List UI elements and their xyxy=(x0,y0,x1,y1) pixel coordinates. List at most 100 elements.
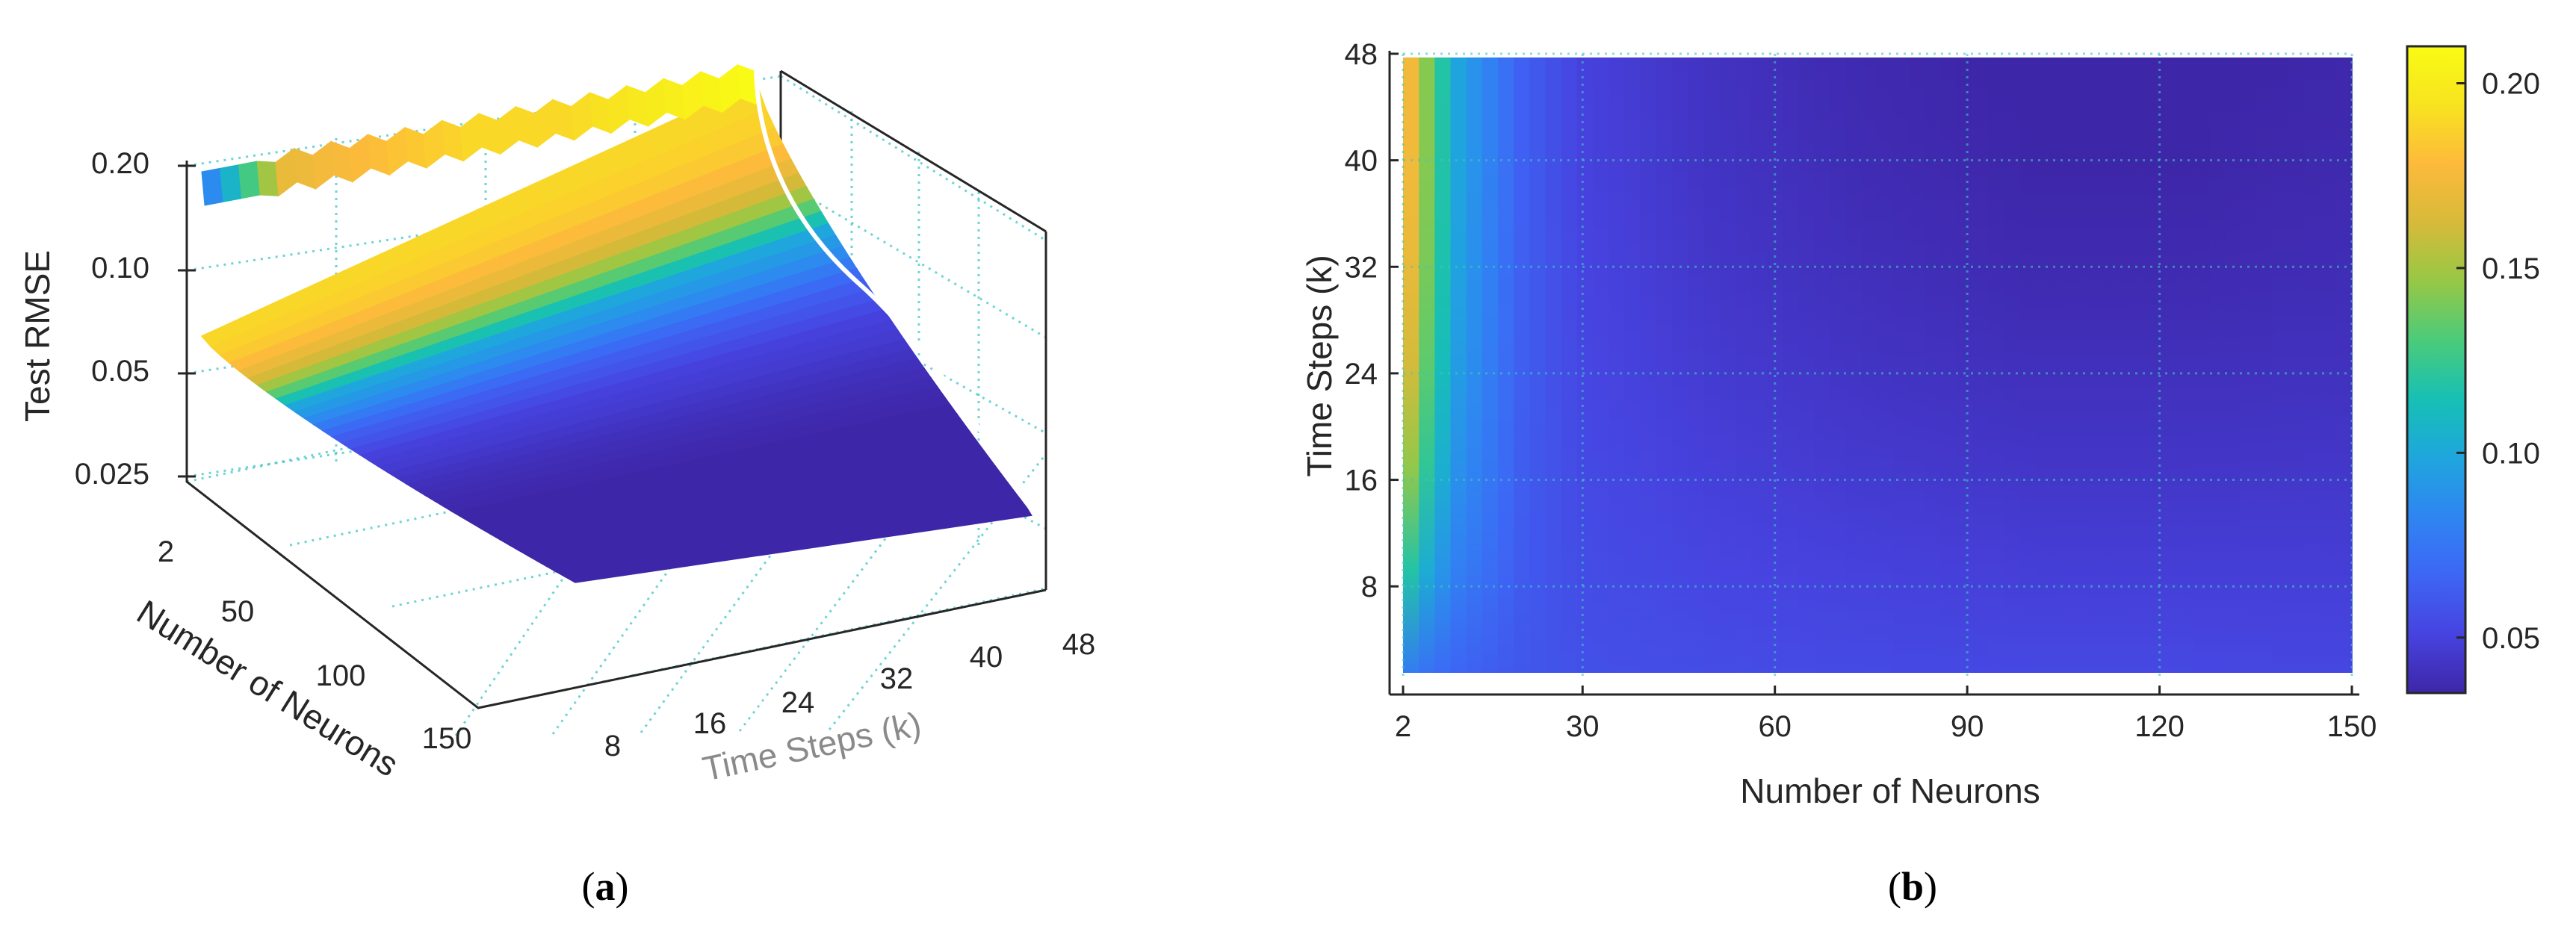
surface-crest-segment xyxy=(294,147,316,190)
colorbar-tick-label: 0.10 xyxy=(2482,437,2540,470)
heatmap-cell-column xyxy=(1735,58,1752,673)
surface-crest-segment xyxy=(201,167,224,206)
heatmap-cell-column xyxy=(1972,58,1989,673)
heatmap-cell-column xyxy=(2035,58,2052,673)
heatmap-x-tick-label: 2 xyxy=(1395,710,1411,743)
x-tick-label: 100 xyxy=(316,659,366,692)
heatmap-cell-column xyxy=(2257,58,2273,673)
heatmap-y-tick-label: 24 xyxy=(1345,358,1378,391)
heatmap-cell-column xyxy=(1830,58,1847,673)
surface-crest-segment xyxy=(220,164,243,202)
heatmap-cell-column xyxy=(1845,58,1863,673)
heatmap-cell-column xyxy=(2130,58,2147,673)
y-tick-label: 8 xyxy=(604,730,621,762)
heatmap-cell-column xyxy=(2114,58,2131,673)
heatmap-cell-column xyxy=(2225,58,2242,673)
heatmap-cell-column xyxy=(2019,58,2037,673)
colorbar-bar xyxy=(2406,45,2467,694)
y-tick-label: 48 xyxy=(1062,628,1096,661)
heatmap-cell-column xyxy=(1640,58,1657,673)
panel-b-letter: b xyxy=(1901,864,1924,909)
surface-crest-segment xyxy=(607,84,631,134)
heatmap-y-tick-label: 48 xyxy=(1345,38,1378,71)
heatmap-cell-column xyxy=(2146,58,2163,673)
heatmap-y-tick-label: 16 xyxy=(1345,464,1378,497)
colorbar: 0.20 0.15 0.10 0.05 xyxy=(2406,45,2540,694)
surface-crest-segment xyxy=(571,92,593,141)
heatmap-cell-column xyxy=(1609,58,1626,673)
heatmap-cell-column xyxy=(1466,58,1483,673)
surface-crest-segment xyxy=(275,147,298,197)
heatmap-x-tick-label: 120 xyxy=(2134,710,2185,743)
heatmap-cell-column xyxy=(1988,58,2005,673)
heatmap-x-tick-label: 30 xyxy=(1566,710,1600,743)
heatmap-cell-column xyxy=(1750,58,1768,673)
heatmap-cell-column xyxy=(2162,58,2179,673)
surface-top-edge xyxy=(780,69,1047,233)
x-tick-label: 50 xyxy=(221,595,255,628)
heatmap-cell-column xyxy=(1877,58,1894,673)
x-tick-label: 150 xyxy=(422,722,472,755)
heatmap-cell-column xyxy=(1529,58,1546,673)
z-tick-label: 0.10 xyxy=(91,252,149,285)
surface-crest-segment xyxy=(552,99,575,141)
rmse-surface xyxy=(200,63,1037,583)
heatmap-cell-column xyxy=(1434,58,1452,673)
panel-b-caption: (b) xyxy=(1888,864,1937,909)
heatmap-cell-column xyxy=(2099,58,2116,673)
heatmap-y-tick-label: 32 xyxy=(1345,251,1378,284)
heatmap-cell-column xyxy=(1909,58,1926,673)
heatmap-cell-column xyxy=(2288,58,2306,673)
panel-a-letter: a xyxy=(595,864,616,909)
heatmap-cell-column xyxy=(1861,58,1878,673)
surface-crest-segment xyxy=(368,134,390,176)
y-axis-title: Time Steps (k) xyxy=(1300,255,1339,476)
surface-crest-segment xyxy=(645,78,667,127)
heatmap-cell-column xyxy=(1893,58,1910,673)
heatmap-cell-column xyxy=(1956,58,1973,673)
z-tick-label: 0.025 xyxy=(75,458,149,491)
colorbar-tick-label: 0.20 xyxy=(2482,67,2540,100)
surface-crest-segment xyxy=(626,84,649,127)
surface-crest-segment xyxy=(459,113,483,162)
heatmap-cell-column xyxy=(1419,58,1436,673)
z-tick-label: 0.20 xyxy=(91,147,149,180)
surface-tick-labels: 0.20 0.10 0.05 0.025 2 50 100 150 8 16 2… xyxy=(75,147,1095,762)
y-tick-label: 24 xyxy=(781,686,815,719)
surface-crest-segment xyxy=(238,161,261,199)
surface-crest-segment xyxy=(330,140,353,183)
panel-a-surface-plot: 0.20 0.10 0.05 0.025 2 50 100 150 8 16 2… xyxy=(18,63,1095,909)
z-tick-label: 0.05 xyxy=(91,355,149,388)
surface-floor-grid xyxy=(640,435,859,733)
heatmap-y-tick-label: 40 xyxy=(1345,145,1378,178)
heatmap-cell-column xyxy=(2304,58,2321,673)
heatmap-cell-column xyxy=(1576,58,1594,673)
heatmap-plot-area xyxy=(1388,51,2359,696)
panel-a-caption: (a) xyxy=(582,864,629,909)
heatmap-cell-column xyxy=(2004,58,2021,673)
heatmap-cell-column xyxy=(1940,58,1957,673)
heatmap-cell-column xyxy=(2241,58,2258,673)
heatmap-cell-column xyxy=(2051,58,2068,673)
heatmap-cell-column xyxy=(1545,58,1562,673)
surface-crest-segment xyxy=(663,78,686,120)
heatmap-cell-column xyxy=(1593,58,1609,673)
heatmap-cell-column xyxy=(1719,58,1736,673)
colorbar-tick-label: 0.15 xyxy=(2482,252,2540,285)
surface-axes-lines xyxy=(185,161,1047,709)
heatmap-cell-column xyxy=(1814,58,1831,673)
surface-crest-segment xyxy=(312,140,335,190)
heatmap-cell-column xyxy=(1561,58,1578,673)
y-tick-label: 40 xyxy=(970,641,1003,674)
y-tick-label: 16 xyxy=(693,707,727,740)
surface-crest-segment xyxy=(441,119,464,162)
heatmap-x-tick-label: 150 xyxy=(2327,710,2377,743)
x-axis-title: Number of Neurons xyxy=(1740,771,2040,810)
heatmap-cell-column xyxy=(1514,58,1531,673)
heatmap-cell-column xyxy=(1624,58,1641,673)
z-axis-title: Test RMSE xyxy=(18,250,57,422)
x-tick-label: 2 xyxy=(158,535,174,568)
heatmap-y-tick-label: 8 xyxy=(1361,571,1378,603)
heatmap-cell-column xyxy=(1703,58,1721,673)
surface-crest-segment xyxy=(349,134,372,183)
